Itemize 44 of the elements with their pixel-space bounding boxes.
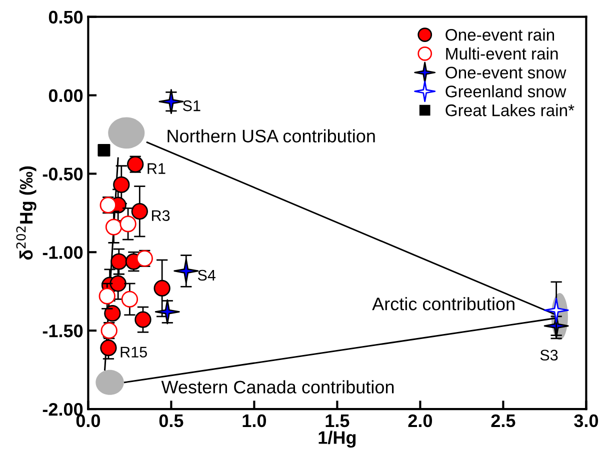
legend-label: Greenland snow bbox=[446, 85, 566, 98]
point bbox=[105, 218, 122, 236]
point bbox=[121, 290, 138, 308]
y-tick-label: -1.00 bbox=[42, 246, 83, 259]
point bbox=[104, 305, 121, 322]
point bbox=[113, 176, 130, 194]
point bbox=[154, 299, 180, 324]
y-tick-label: 0.00 bbox=[48, 89, 83, 102]
point bbox=[174, 258, 199, 284]
x-tick-label: 1.5 bbox=[326, 414, 350, 428]
y-axis-title: δ$^{202}$Hg (‰) bbox=[16, 166, 36, 260]
annotation: Western Canada contribution bbox=[161, 380, 394, 394]
y-tick-label: -1.50 bbox=[42, 324, 83, 338]
x-tick-label: 2.0 bbox=[408, 414, 432, 428]
point bbox=[100, 340, 117, 356]
annotation: S3 bbox=[540, 350, 558, 361]
annotation: S4 bbox=[198, 270, 216, 281]
x-tick-label: 3.0 bbox=[574, 414, 598, 428]
annotation: Northern USA contribution bbox=[168, 129, 375, 142]
point bbox=[158, 89, 184, 114]
legend-label: Great Lakes rain* bbox=[446, 104, 574, 116]
legend-label: One-event rain bbox=[446, 28, 554, 41]
point bbox=[134, 311, 152, 328]
y-tick-label: 0.50 bbox=[48, 10, 83, 24]
legend-label: Multi-event rain bbox=[446, 47, 558, 60]
point bbox=[98, 144, 110, 156]
x-tick-label: 2.5 bbox=[491, 414, 516, 428]
point bbox=[110, 275, 126, 292]
x-tick-label: 1.0 bbox=[242, 414, 266, 428]
point bbox=[544, 298, 569, 323]
annotation: R1 bbox=[148, 163, 166, 174]
y-tick-label: -2.00 bbox=[42, 402, 83, 416]
x-tick-label: 0.5 bbox=[159, 414, 184, 428]
annotation: R3 bbox=[152, 210, 170, 222]
point bbox=[120, 216, 136, 232]
x-axis-title: 1/Hg bbox=[318, 430, 356, 448]
x-tick-label: 0.0 bbox=[76, 414, 100, 428]
y-tick-label: -0.50 bbox=[42, 168, 83, 180]
legend-label: One-event snow bbox=[446, 66, 566, 78]
annotation: Arctic contribution bbox=[372, 297, 514, 310]
point bbox=[154, 280, 170, 297]
annotation: R15 bbox=[120, 346, 147, 358]
annotation: S1 bbox=[183, 100, 200, 112]
point bbox=[131, 203, 148, 220]
